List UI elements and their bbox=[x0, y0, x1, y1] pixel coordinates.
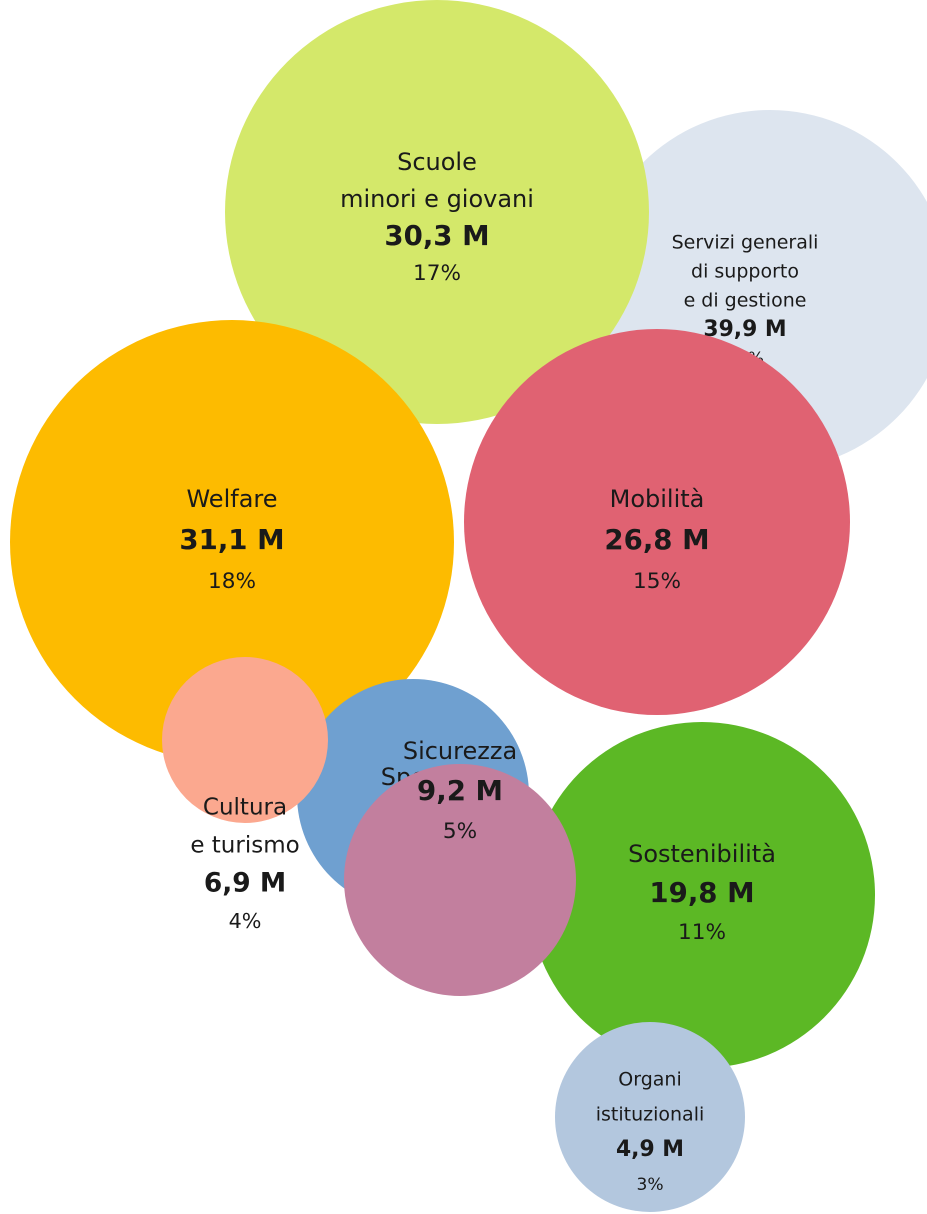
bubble bbox=[225, 0, 649, 424]
bubble bbox=[162, 657, 328, 823]
value-label: 9,2 M bbox=[417, 774, 503, 807]
bubble-label: minori e giovani bbox=[340, 185, 534, 213]
bubble bbox=[10, 320, 454, 764]
bubble-label: Sostenibilità bbox=[628, 840, 776, 868]
percentage-label: 11% bbox=[678, 920, 726, 945]
bubble-label: Scuole bbox=[397, 148, 477, 176]
value-label: 26,8 M bbox=[604, 523, 709, 556]
value-label: 31,1 M bbox=[179, 523, 284, 556]
bubble bbox=[464, 329, 850, 715]
percentage-label: 17% bbox=[413, 261, 461, 286]
percentage-label: 15% bbox=[633, 569, 681, 594]
percentage-label: 5% bbox=[443, 819, 477, 844]
value-label: 4,9 M bbox=[616, 1137, 684, 1162]
bubble-label: e di gestione bbox=[684, 290, 807, 312]
bubble bbox=[529, 722, 875, 1068]
bubble-label: Welfare bbox=[186, 485, 277, 513]
bubble-label: Organi bbox=[618, 1069, 681, 1091]
bubble-label: Cultura bbox=[203, 795, 287, 821]
bubble-label: istituzionali bbox=[596, 1104, 705, 1126]
bubble bbox=[344, 764, 576, 996]
bubble-label: Servizi generali bbox=[672, 232, 819, 254]
value-label: 6,9 M bbox=[204, 868, 286, 899]
value-label: 39,9 M bbox=[703, 317, 786, 342]
percentage-label: 3% bbox=[636, 1175, 663, 1195]
value-label: 30,3 M bbox=[384, 219, 489, 252]
value-label: 19,8 M bbox=[649, 876, 754, 909]
bubble-label: Mobilità bbox=[610, 485, 705, 513]
bubble bbox=[555, 1022, 745, 1212]
bubble-label: di supporto bbox=[691, 261, 799, 283]
percentage-label: 4% bbox=[229, 909, 262, 933]
percentage-label: 18% bbox=[208, 569, 256, 594]
bubble-label: e turismo bbox=[190, 833, 299, 859]
bubble-label: Sicurezza bbox=[403, 737, 517, 765]
